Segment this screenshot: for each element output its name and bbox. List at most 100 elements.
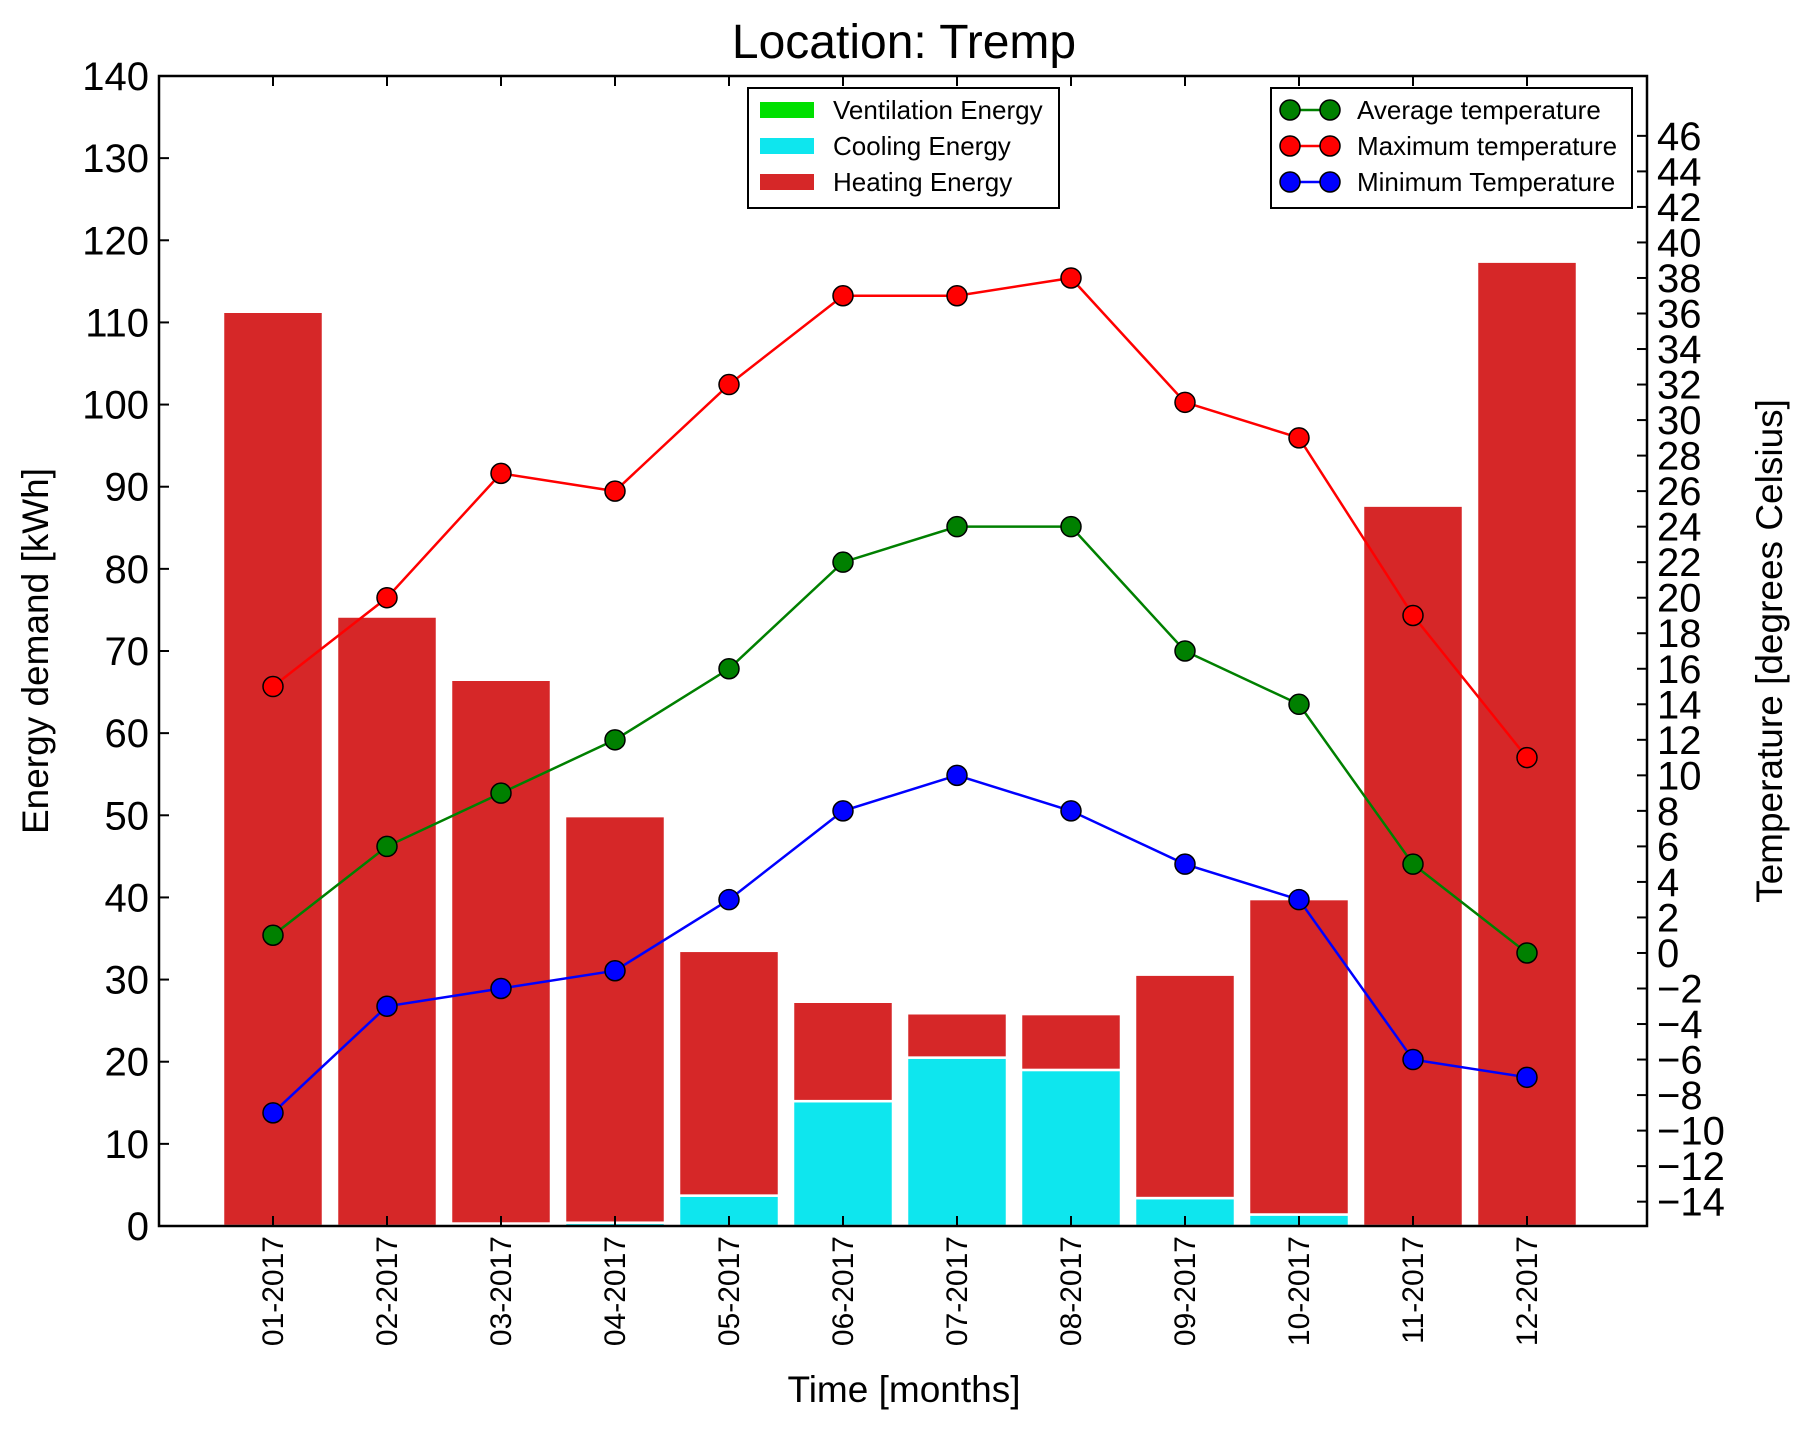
y-axis-ticks: 0 10 20 30 40 50 60 70 80 90 100 110 120 130 140 [82,55,169,1249]
point-average-temperature-11-2017 [1402,853,1424,875]
bar-heating-energy-02-2017 [335,615,439,1228]
bar-heating-energy-05-2017 [677,949,781,1197]
y2-tick-label: −4 [1657,1003,1703,1047]
y2-tick-label: 32 [1657,364,1702,408]
y-tick-label: 60 [105,712,150,756]
legend-marker-average-temperature [1319,99,1341,121]
y2-tick-label: 42 [1657,186,1702,230]
x-tick-label: 09-2017 [1169,1236,1202,1346]
y-tick-label: 110 [85,301,149,345]
x-tick-label: 06-2017 [827,1236,860,1346]
point-maximum-temperature-07-2017 [946,284,968,307]
point-minimum-temperature-12-2017 [1516,1066,1538,1089]
point-minimum-temperature-06-2017 [832,800,854,822]
y-tick-label: 50 [105,794,150,838]
point-maximum-temperature-11-2017 [1402,604,1424,627]
y2-axis-label: Temperature [degrees Celsius] [1749,399,1790,903]
point-minimum-temperature-03-2017 [490,977,512,1000]
point-maximum-temperature-04-2017 [604,480,626,502]
legend-label-cooling-energy: Cooling Energy [833,131,1011,161]
y-tick-label: 120 [82,219,149,263]
y2-tick-label: 8 [1657,790,1679,834]
y2-tick-label: 14 [1657,683,1702,727]
x-tick-label: 03-2017 [485,1236,518,1346]
y2-tick-label: −10 [1657,1110,1725,1154]
y2-tick-label: 2 [1657,896,1679,940]
point-average-temperature-04-2017 [604,729,626,751]
point-average-temperature-08-2017 [1060,515,1082,538]
y2-tick-label: 0 [1657,932,1679,976]
y-tick-label: 130 [82,137,149,181]
bar-cooling-energy-07-2017 [905,1056,1009,1228]
y2-tick-label: −2 [1657,968,1703,1012]
y-tick-label: 80 [105,548,150,592]
y2-tick-label: 6 [1657,825,1679,869]
legend-swatch-cooling-energy [760,138,814,154]
y2-tick-label: 20 [1657,577,1702,621]
x-tick-label: 08-2017 [1055,1236,1088,1346]
y-tick-label: 20 [105,1041,150,1085]
point-average-temperature-10-2017 [1288,693,1310,716]
y2-tick-label: 34 [1657,328,1702,372]
legend-swatch-ventilation-energy [760,102,814,118]
y2-tick-label: 16 [1657,648,1702,692]
point-average-temperature-12-2017 [1516,942,1538,964]
y2-tick-label: 28 [1657,435,1702,479]
point-minimum-temperature-01-2017 [262,1102,284,1124]
y2-tick-label: 24 [1657,506,1702,550]
y2-tick-label: −12 [1657,1145,1725,1189]
x-tick-label: 10-2017 [1283,1236,1316,1346]
point-minimum-temperature-08-2017 [1060,800,1082,822]
x-tick-label: 02-2017 [371,1236,404,1346]
x-tick-label: 04-2017 [599,1236,632,1346]
bar-heating-energy-04-2017 [563,814,667,1224]
point-maximum-temperature-10-2017 [1288,427,1310,449]
legend-label-minimum-temperature: Minimum Temperature [1357,167,1615,197]
x-axis-ticks: 01-2017 02-2017 03-2017 04-2017 05-2017 06-20… [257,76,1544,1346]
legend-marker-maximum-temperature [1279,135,1301,157]
legend-label-average-temperature: Average temperature [1357,95,1601,125]
point-maximum-temperature-12-2017 [1516,746,1538,769]
y2-tick-label: −14 [1657,1181,1725,1225]
point-maximum-temperature-01-2017 [262,675,284,698]
y2-axis-ticks: −14−12−10−8−6−4−202468101214161820222426… [1637,115,1725,1225]
point-average-temperature-09-2017 [1174,640,1196,662]
y2-tick-label: −6 [1657,1039,1703,1083]
point-maximum-temperature-05-2017 [718,373,740,396]
y2-tick-label: 36 [1657,292,1702,336]
legend-label-ventilation-energy: Ventilation Energy [833,95,1043,125]
bar-cooling-energy-06-2017 [791,1099,895,1228]
bar-heating-energy-10-2017 [1247,897,1351,1216]
bar-heating-energy-12-2017 [1475,260,1579,1228]
bar-heating-energy-09-2017 [1133,973,1237,1200]
lines-layer [262,267,1538,1124]
y2-tick-label: 30 [1657,399,1702,443]
point-average-temperature-03-2017 [490,782,512,804]
y-tick-label: 40 [105,876,150,920]
point-maximum-temperature-08-2017 [1060,267,1082,289]
x-tick-label: 12-2017 [1511,1236,1544,1346]
legend-label-heating-energy: Heating Energy [833,167,1012,197]
y-tick-label: 10 [105,1123,150,1167]
point-minimum-temperature-05-2017 [718,888,740,911]
y2-tick-label: 4 [1657,861,1679,905]
bar-legend: Ventilation Energy Cooling Energy Heating … [747,87,1060,209]
point-maximum-temperature-06-2017 [832,284,854,307]
y2-tick-label: 22 [1657,541,1702,585]
bar-heating-energy-03-2017 [449,678,553,1225]
line-maximum-temperature [272,276,1528,759]
x-tick-label: 01-2017 [257,1236,290,1346]
y2-tick-label: 40 [1657,221,1702,265]
point-minimum-temperature-09-2017 [1174,853,1196,875]
legend-label-maximum-temperature: Maximum temperature [1357,131,1617,161]
point-minimum-temperature-07-2017 [946,764,968,787]
y2-tick-label: 44 [1657,150,1702,194]
y-tick-label: 140 [82,55,149,99]
point-maximum-temperature-02-2017 [376,586,398,609]
point-average-temperature-02-2017 [376,835,398,858]
y2-tick-label: 18 [1657,612,1702,656]
x-tick-label: 07-2017 [941,1236,974,1346]
y2-tick-label: 38 [1657,257,1702,301]
point-average-temperature-05-2017 [718,658,740,680]
